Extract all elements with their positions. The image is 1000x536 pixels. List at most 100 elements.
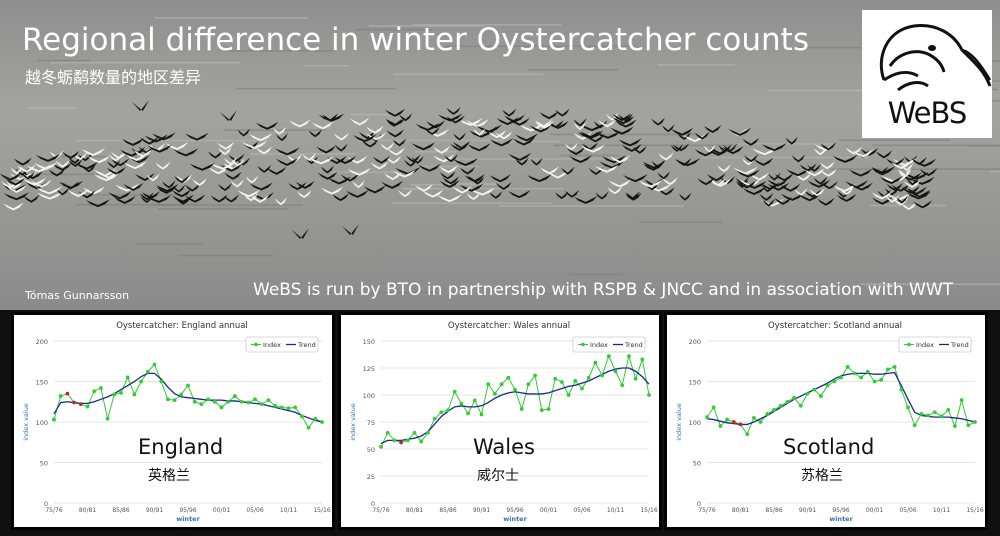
data-point [392, 438, 397, 443]
series-line-trend [380, 367, 650, 445]
data-point [513, 387, 517, 392]
data-point [493, 392, 497, 396]
data-point [879, 377, 884, 382]
data-point [553, 376, 558, 381]
x-tick-label: 10/11 [280, 507, 297, 514]
y-tick-label: 100 [363, 392, 375, 400]
data-point [926, 413, 930, 418]
data-point [119, 390, 123, 395]
x-tick-label: 95/96 [832, 507, 849, 514]
data-point [705, 415, 709, 420]
chart-panel-scotland: Oystercatcher: Scotland annual 0 50 100 150 2… [664, 312, 988, 530]
x-tick-label: 05/06 [246, 507, 263, 514]
data-point [539, 408, 544, 413]
data-point [426, 430, 430, 435]
data-point [627, 354, 631, 359]
data-point [745, 432, 750, 437]
data-point [560, 380, 564, 384]
y-tick-label: 150 [363, 338, 375, 346]
data-point [772, 407, 776, 412]
x-tick-label: 85/86 [439, 507, 456, 514]
data-point [85, 404, 90, 409]
data-point [832, 379, 837, 384]
data-point [812, 387, 817, 392]
region-label-cn: 威尔士 [477, 468, 519, 484]
y-tick-label: 150 [36, 379, 48, 387]
data-point [912, 423, 917, 428]
data-point [58, 394, 63, 398]
data-point [320, 420, 324, 424]
x-tick-label: 15/16 [313, 507, 330, 514]
legend-label-trend: Trend [624, 341, 643, 349]
data-point [738, 422, 743, 427]
x-tick-label: 95/96 [506, 507, 523, 514]
data-point [52, 417, 56, 422]
legend-label-trend: Trend [297, 341, 316, 349]
x-tick-label: 75/76 [372, 507, 389, 514]
data-point [419, 439, 424, 444]
data-point [219, 405, 224, 410]
data-point [405, 438, 410, 443]
data-point [959, 398, 964, 403]
data-point [932, 410, 937, 415]
y-tick-label: 125 [363, 365, 375, 373]
data-point [313, 416, 318, 421]
data-point [606, 354, 611, 359]
y-tick-label: 50 [367, 446, 375, 454]
region-label-cn: 英格兰 [148, 468, 190, 484]
data-point [825, 383, 830, 388]
x-tick-label: 00/01 [866, 507, 883, 514]
x-axis-label: winter [503, 515, 527, 523]
x-tick-label: 15/16 [640, 507, 657, 514]
data-point [145, 369, 150, 374]
data-point [186, 383, 190, 388]
data-point [718, 424, 723, 428]
data-point [446, 408, 450, 413]
y-tick-label: 0 [371, 500, 375, 508]
y-tick-label: 150 [689, 379, 701, 387]
data-point [172, 398, 177, 403]
data-point [300, 414, 304, 419]
data-point [946, 407, 951, 412]
data-point [966, 423, 971, 428]
x-tick-label: 75/76 [698, 507, 715, 514]
data-point [633, 376, 638, 381]
data-point [226, 399, 231, 404]
data-point [166, 397, 170, 402]
data-point [439, 410, 444, 415]
data-point [466, 411, 470, 416]
chart-panel-england: Oystercatcher: England annual 0 50 100 150 20… [11, 312, 335, 530]
bird-flock [0, 100, 938, 239]
photo-credit: Tómas Gunnarsson [25, 289, 130, 302]
legend: Index Trend [245, 336, 319, 353]
page-title: Regional difference in winter Oystercatc… [22, 22, 809, 58]
data-point [379, 444, 383, 449]
data-point [613, 369, 618, 374]
y-tick-label: 100 [36, 419, 48, 427]
data-point [479, 412, 484, 417]
data-point [731, 420, 736, 424]
page-subtitle: 越冬蛎鹬数量的地区差异 [25, 68, 202, 87]
x-tick-label: 80/81 [732, 507, 749, 514]
y-tick-label: 0 [44, 500, 48, 508]
legend-label-index: Index [263, 341, 281, 349]
data-point [279, 405, 284, 410]
data-point [640, 357, 645, 362]
data-point [859, 375, 863, 380]
data-point [865, 369, 870, 374]
chart-title: Oystercatcher: Wales annual [448, 321, 570, 331]
x-tick-label: 80/81 [79, 507, 96, 514]
data-point [105, 416, 110, 421]
data-point [778, 403, 783, 408]
data-point [179, 392, 184, 397]
data-point [758, 420, 763, 424]
x-tick-label: 85/86 [765, 507, 782, 514]
data-point [566, 393, 571, 397]
data-point [711, 405, 716, 410]
y-tick-label: 25 [367, 473, 375, 481]
data-point [845, 365, 850, 369]
y-tick-label: 50 [40, 460, 48, 468]
y-tick-label: 0 [697, 500, 701, 508]
data-point [273, 403, 277, 408]
data-point [939, 414, 944, 419]
